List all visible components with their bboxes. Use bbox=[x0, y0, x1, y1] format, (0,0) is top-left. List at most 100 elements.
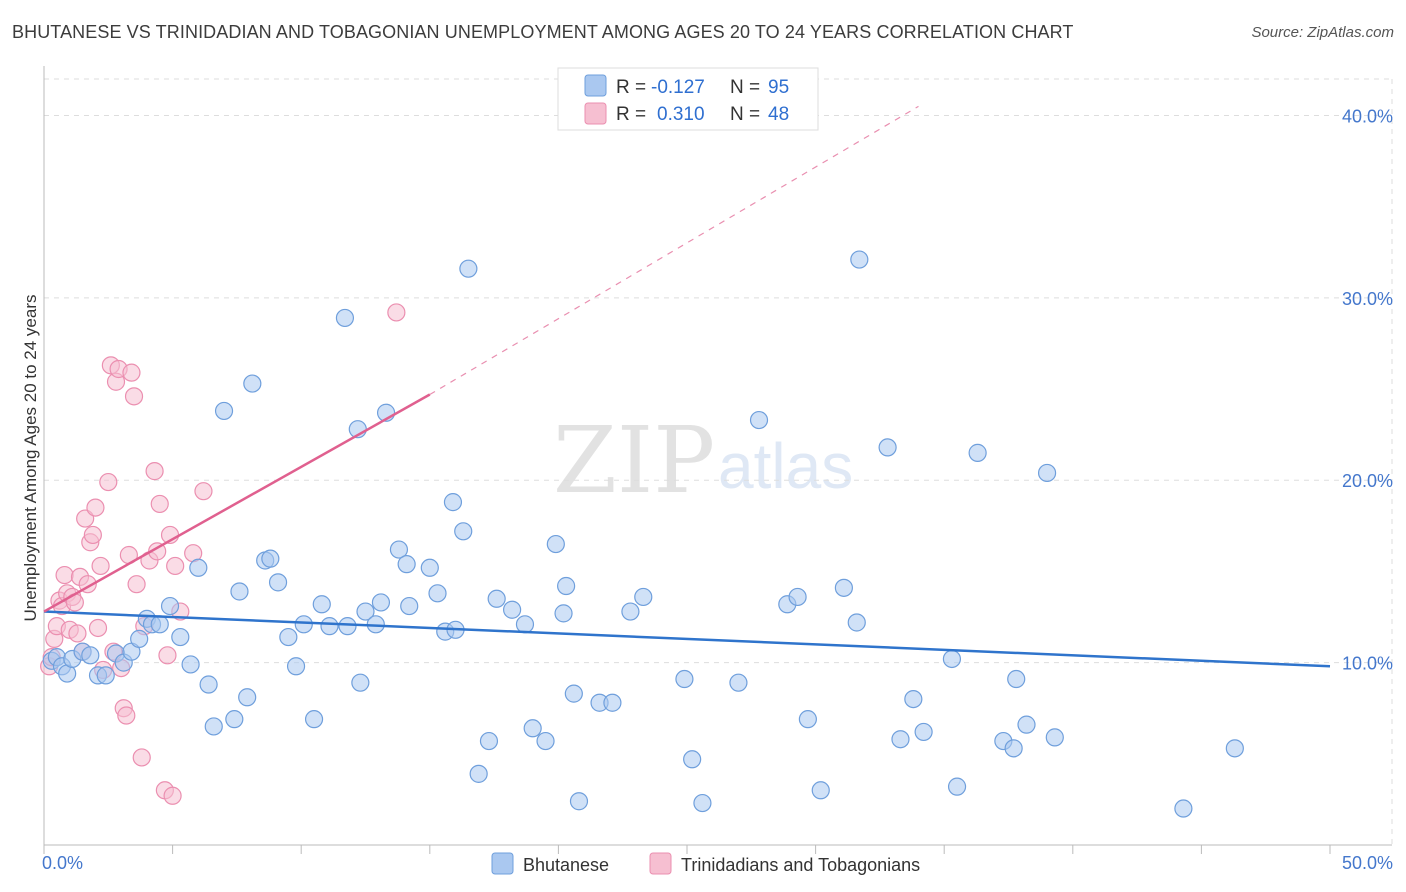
data-point-bhutanese bbox=[230, 582, 249, 601]
data-point-bhutanese bbox=[1004, 739, 1023, 758]
gridlines bbox=[44, 78, 1393, 845]
watermark-atlas: atlas bbox=[718, 430, 853, 502]
x-tick-label-min: 0.0% bbox=[42, 853, 83, 873]
data-point-bhutanese bbox=[189, 558, 208, 577]
data-point-bhutanese bbox=[150, 615, 169, 634]
data-point-bhutanese bbox=[335, 308, 355, 328]
data-point-bhutanese bbox=[261, 549, 280, 568]
data-point-bhutanese bbox=[557, 576, 576, 596]
data-point-bhutanese bbox=[181, 655, 200, 674]
data-point-trinidadian bbox=[91, 556, 110, 576]
legend-n-value-pink: 48 bbox=[768, 104, 789, 125]
data-point-bhutanese bbox=[356, 602, 375, 621]
legend-r-label-blue: R = bbox=[616, 77, 646, 98]
data-point-trinidadian bbox=[68, 624, 87, 643]
data-point-bhutanese bbox=[371, 593, 391, 612]
data-point-bhutanese bbox=[397, 555, 416, 574]
data-point-bhutanese bbox=[338, 617, 357, 636]
bottom-legend-swatch-bhutanese bbox=[491, 852, 514, 875]
data-point-bhutanese bbox=[675, 669, 694, 689]
data-point-bhutanese bbox=[788, 587, 807, 607]
legend-r-label-pink: R = bbox=[616, 104, 646, 125]
data-point-bhutanese bbox=[225, 710, 244, 729]
trendline-bhutanese bbox=[43, 610, 1331, 668]
legend-n-label-pink: N = bbox=[730, 104, 760, 125]
data-point-bhutanese bbox=[947, 777, 967, 796]
data-point-bhutanese bbox=[634, 587, 653, 607]
data-point-bhutanese bbox=[96, 666, 115, 685]
data-point-bhutanese bbox=[171, 627, 190, 647]
data-point-bhutanese bbox=[904, 689, 923, 709]
data-point-bhutanese bbox=[523, 719, 542, 738]
data-point-bhutanese bbox=[554, 604, 573, 623]
data-point-bhutanese bbox=[469, 764, 488, 783]
data-point-bhutanese bbox=[569, 792, 589, 811]
data-point-bhutanese bbox=[130, 629, 149, 649]
series-bhutanese-points bbox=[42, 250, 1244, 818]
data-point-bhutanese bbox=[1007, 669, 1026, 689]
data-point-bhutanese bbox=[214, 401, 234, 421]
data-point-bhutanese bbox=[199, 675, 218, 694]
legend-n-label-blue: N = bbox=[730, 77, 760, 98]
series-trinidadian-points bbox=[40, 303, 406, 805]
data-point-bhutanese bbox=[621, 602, 640, 621]
data-point-bhutanese bbox=[729, 673, 748, 692]
data-point-bhutanese bbox=[454, 522, 473, 541]
data-point-bhutanese bbox=[834, 578, 853, 597]
data-point-bhutanese bbox=[1174, 799, 1193, 818]
trendline-trinidadian-extension bbox=[429, 105, 919, 396]
data-point-bhutanese bbox=[850, 250, 869, 269]
data-point-bhutanese bbox=[312, 595, 331, 614]
correlation-legend: R = -0.127 N = 95 R = 0.310 N = 48 bbox=[557, 67, 819, 131]
data-point-bhutanese bbox=[693, 793, 712, 813]
data-point-bhutanese bbox=[400, 596, 419, 616]
legend-swatch-pink bbox=[584, 102, 607, 125]
data-point-bhutanese bbox=[443, 493, 463, 512]
data-point-bhutanese bbox=[1037, 463, 1057, 483]
data-point-trinidadian bbox=[166, 556, 185, 576]
data-point-trinidadian bbox=[124, 387, 144, 406]
data-point-bhutanese bbox=[268, 573, 288, 592]
chart-title: BHUTANESE VS TRINIDADIAN AND TOBAGONIAN … bbox=[12, 22, 1074, 42]
data-point-bhutanese bbox=[603, 693, 622, 712]
data-point-trinidadian bbox=[150, 494, 169, 514]
data-point-bhutanese bbox=[503, 600, 522, 619]
data-point-bhutanese bbox=[428, 584, 447, 603]
data-point-bhutanese bbox=[749, 410, 769, 430]
data-point-bhutanese bbox=[683, 750, 702, 769]
data-point-bhutanese bbox=[1045, 728, 1064, 747]
data-point-bhutanese bbox=[279, 627, 298, 647]
trend-lines bbox=[43, 105, 1331, 668]
series-legend: Bhutanese Trinidadians and Tobagonians bbox=[491, 852, 920, 875]
data-point-bhutanese bbox=[304, 710, 324, 729]
data-point-bhutanese bbox=[564, 684, 583, 703]
data-point-trinidadian bbox=[163, 786, 182, 805]
data-point-trinidadian bbox=[117, 706, 136, 725]
y-axis-label: Unemployment Among Ages 20 to 24 years bbox=[21, 295, 40, 622]
data-point-trinidadian bbox=[145, 462, 164, 481]
data-point-bhutanese bbox=[479, 731, 499, 751]
data-point-trinidadian bbox=[88, 618, 108, 638]
data-point-bhutanese bbox=[459, 259, 478, 278]
data-point-bhutanese bbox=[243, 374, 262, 393]
data-point-bhutanese bbox=[1225, 739, 1244, 758]
data-point-bhutanese bbox=[878, 438, 897, 457]
data-point-bhutanese bbox=[914, 722, 933, 742]
data-point-bhutanese bbox=[942, 649, 962, 669]
data-point-bhutanese bbox=[389, 540, 409, 559]
data-point-trinidadian bbox=[99, 472, 118, 492]
data-point-trinidadian bbox=[194, 482, 213, 501]
data-point-bhutanese bbox=[487, 589, 506, 608]
legend-r-value-pink: 0.310 bbox=[657, 104, 705, 125]
data-point-trinidadian bbox=[127, 575, 146, 594]
data-point-bhutanese bbox=[847, 613, 866, 632]
data-point-trinidadian bbox=[158, 646, 177, 665]
data-point-trinidadian bbox=[132, 748, 151, 767]
data-point-trinidadian bbox=[55, 565, 74, 585]
data-point-bhutanese bbox=[320, 617, 339, 636]
data-point-bhutanese bbox=[1017, 715, 1036, 734]
bottom-legend-label-bhutanese: Bhutanese bbox=[523, 855, 609, 875]
data-point-trinidadian bbox=[83, 525, 102, 545]
data-point-bhutanese bbox=[294, 615, 313, 634]
data-point-trinidadian bbox=[387, 303, 406, 322]
